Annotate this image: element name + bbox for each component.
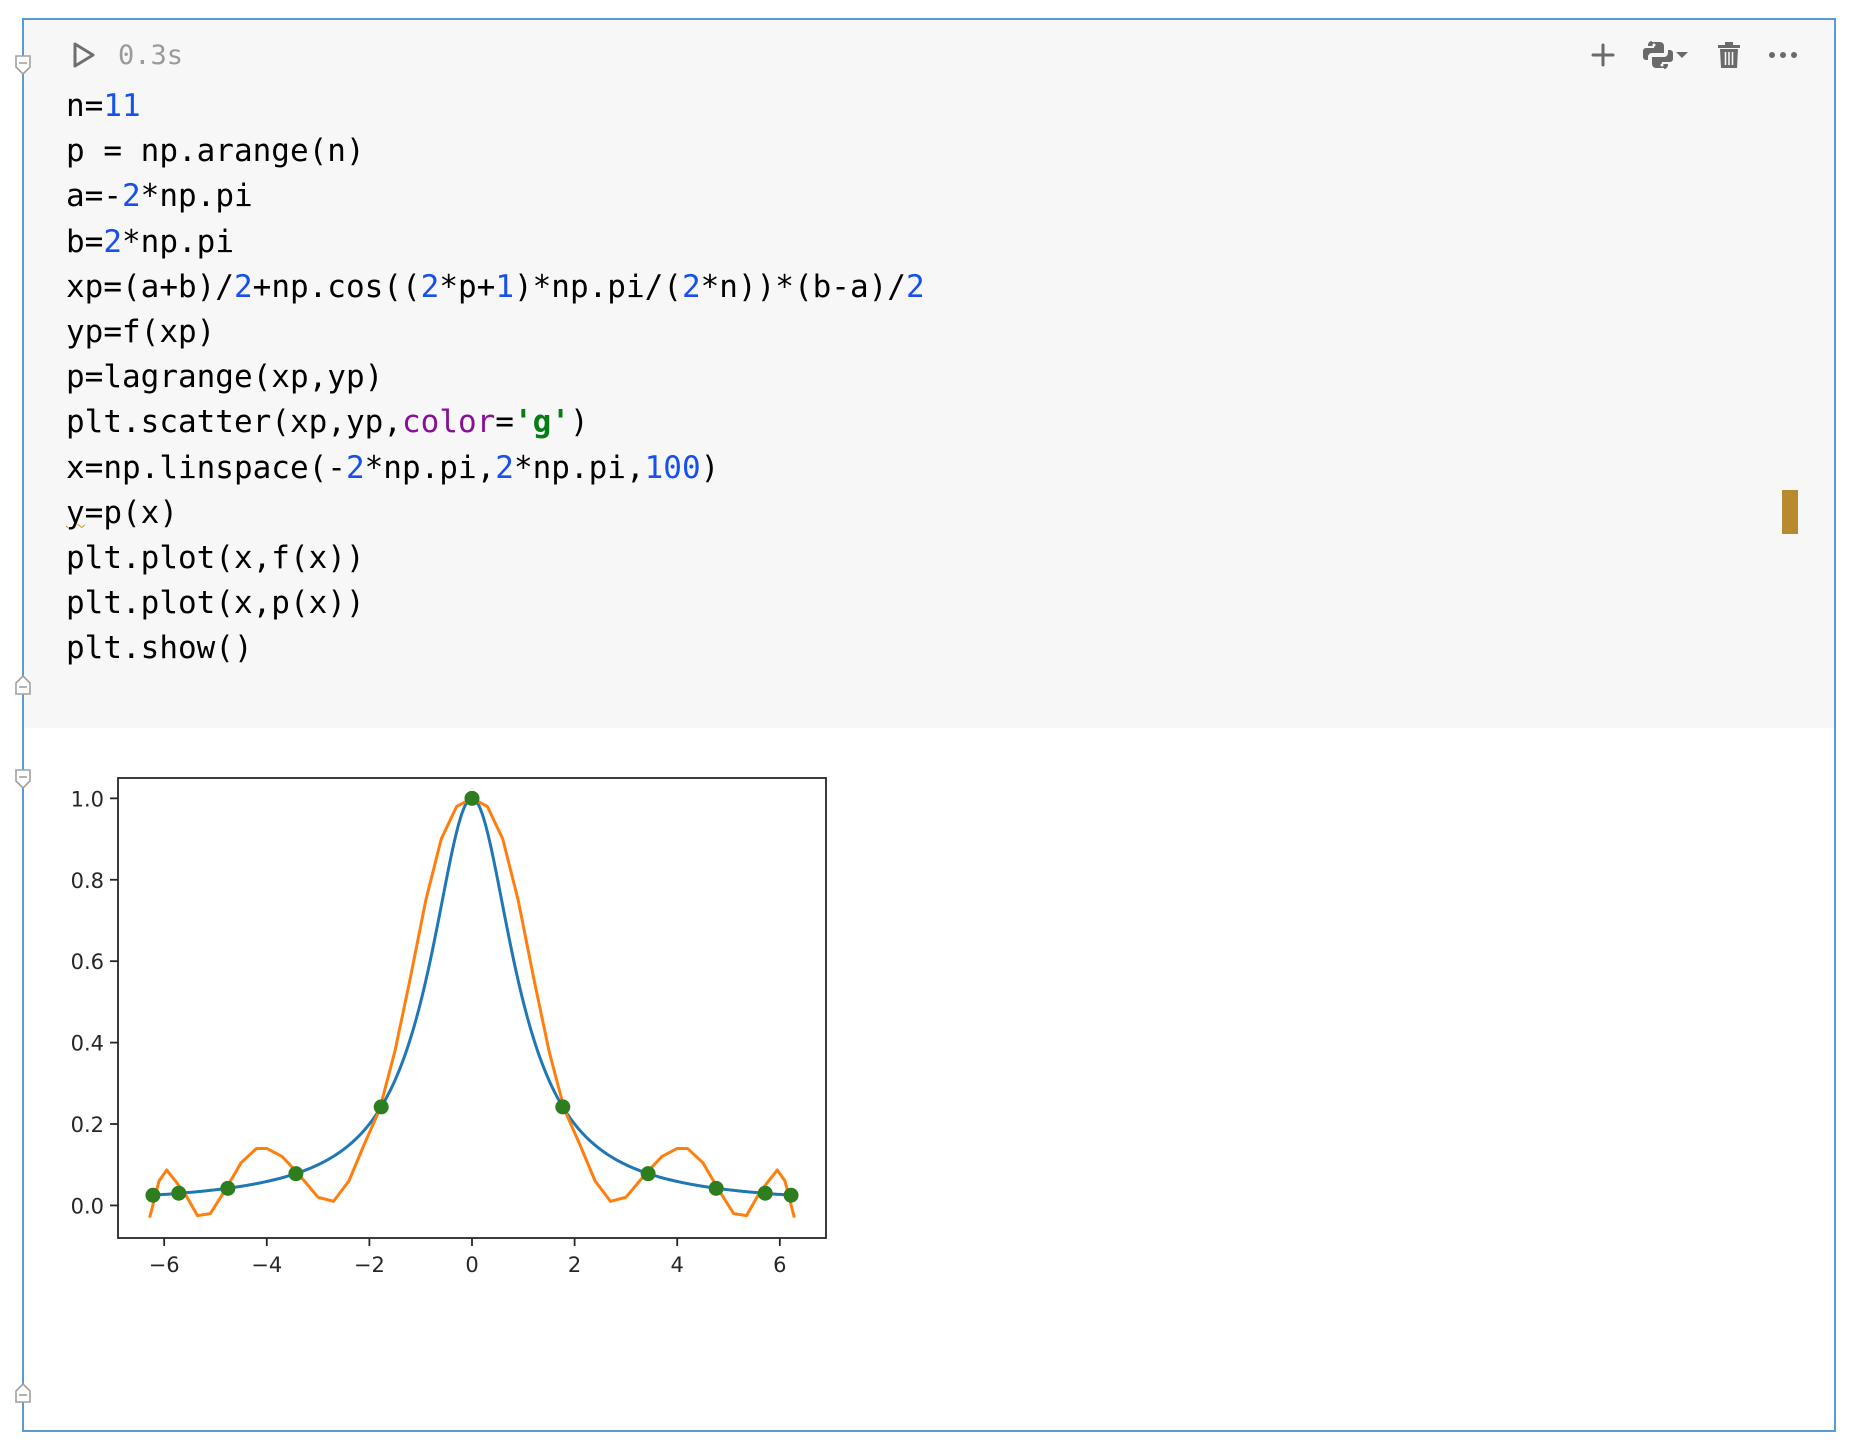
delete-cell-button[interactable]: [1716, 35, 1742, 75]
execution-time: 0.3s: [118, 39, 184, 71]
plot-frame: [117, 777, 827, 1239]
y-tick-label: 0.8: [71, 869, 104, 893]
change-marker: [1782, 490, 1798, 534]
x-tick-label: −6: [149, 1253, 180, 1277]
code-line[interactable]: plt.scatter(xp,yp,color='g'): [66, 404, 589, 441]
x-tick-label: 4: [671, 1253, 684, 1277]
code-line[interactable]: y=p(x): [66, 494, 178, 531]
output-fold-end-icon[interactable]: [14, 1382, 32, 1404]
run-cell-button[interactable]: [64, 35, 104, 75]
code-line[interactable]: plt.show(): [66, 630, 253, 667]
series-line-1: [148, 796, 796, 1219]
y-tick-label: 1.0: [71, 787, 104, 811]
code-line[interactable]: p = np.arange(n): [66, 133, 365, 170]
output-plot: −6 −4 −2 0 2 4 6 0.0 0.2 0.4 0.6 0.8 1.0: [71, 777, 827, 1277]
x-tick-label: 2: [568, 1253, 581, 1277]
code-line[interactable]: p=lagrange(xp,yp): [66, 359, 384, 396]
code-line[interactable]: yp=f(xp): [66, 313, 216, 350]
cell-output: −6 −4 −2 0 2 4 6 0.0 0.2 0.4 0.6 0.8 1.0: [24, 728, 1834, 1430]
scatter-point: [783, 1187, 799, 1203]
scatter-point: [171, 1185, 187, 1201]
chevron-down-icon: [1676, 52, 1688, 58]
cell-status-bar: 0.3s: [64, 30, 183, 80]
code-line[interactable]: b=2*np.pi: [66, 223, 234, 260]
code-editor[interactable]: 0.3s: [24, 20, 1834, 728]
fold-end-icon[interactable]: [14, 674, 32, 696]
scatter-point: [708, 1180, 724, 1196]
scatter-point: [373, 1099, 389, 1115]
x-tick-label: −2: [354, 1253, 385, 1277]
add-cell-button[interactable]: [1590, 35, 1616, 75]
kernel-dropdown-button[interactable]: [1642, 35, 1690, 75]
x-tick-label: 6: [773, 1253, 786, 1277]
scatter-point: [288, 1166, 304, 1182]
series-line-0: [149, 796, 795, 1197]
notebook-cell[interactable]: 0.3s: [15, 18, 1836, 1432]
fold-start-icon[interactable]: [14, 54, 32, 76]
code-line[interactable]: a=-2*np.pi: [66, 178, 253, 215]
more-icon: [1769, 52, 1797, 58]
scatter-point: [220, 1180, 236, 1196]
code-line[interactable]: n=11: [66, 88, 141, 124]
y-tick-label: 0.0: [71, 1194, 104, 1218]
y-tick-label: 0.2: [71, 1113, 104, 1137]
y-tick-label: 0.6: [71, 950, 104, 974]
x-tick-label: −4: [251, 1253, 282, 1277]
code-line[interactable]: plt.plot(x,p(x)): [66, 585, 365, 622]
cell-toolbar: [1590, 30, 1798, 80]
code-line[interactable]: x=np.linspace(-2*np.pi,2*np.pi,100): [66, 449, 720, 486]
scatter-point: [640, 1166, 656, 1182]
more-actions-button[interactable]: [1768, 35, 1798, 75]
scatter-point: [464, 790, 480, 806]
y-tick-label: 0.4: [71, 1032, 104, 1056]
python-icon: [1643, 41, 1673, 69]
scatter-point: [757, 1185, 773, 1201]
x-tick-label: 0: [465, 1253, 478, 1277]
code-line[interactable]: xp=(a+b)/2+np.cos((2*p+1)*np.pi/(2*n))*(…: [66, 268, 925, 305]
play-icon: [73, 42, 95, 68]
code-line[interactable]: plt.plot(x,f(x)): [66, 539, 365, 576]
output-fold-start-icon[interactable]: [14, 768, 32, 790]
scatter-point: [145, 1187, 161, 1203]
plus-icon: [1591, 43, 1615, 67]
scatter-point: [555, 1099, 571, 1115]
trash-icon: [1718, 42, 1740, 68]
code-block[interactable]: n=11 p = np.arange(n) a=-2*np.pi b=2*np.pi x…: [66, 84, 925, 671]
